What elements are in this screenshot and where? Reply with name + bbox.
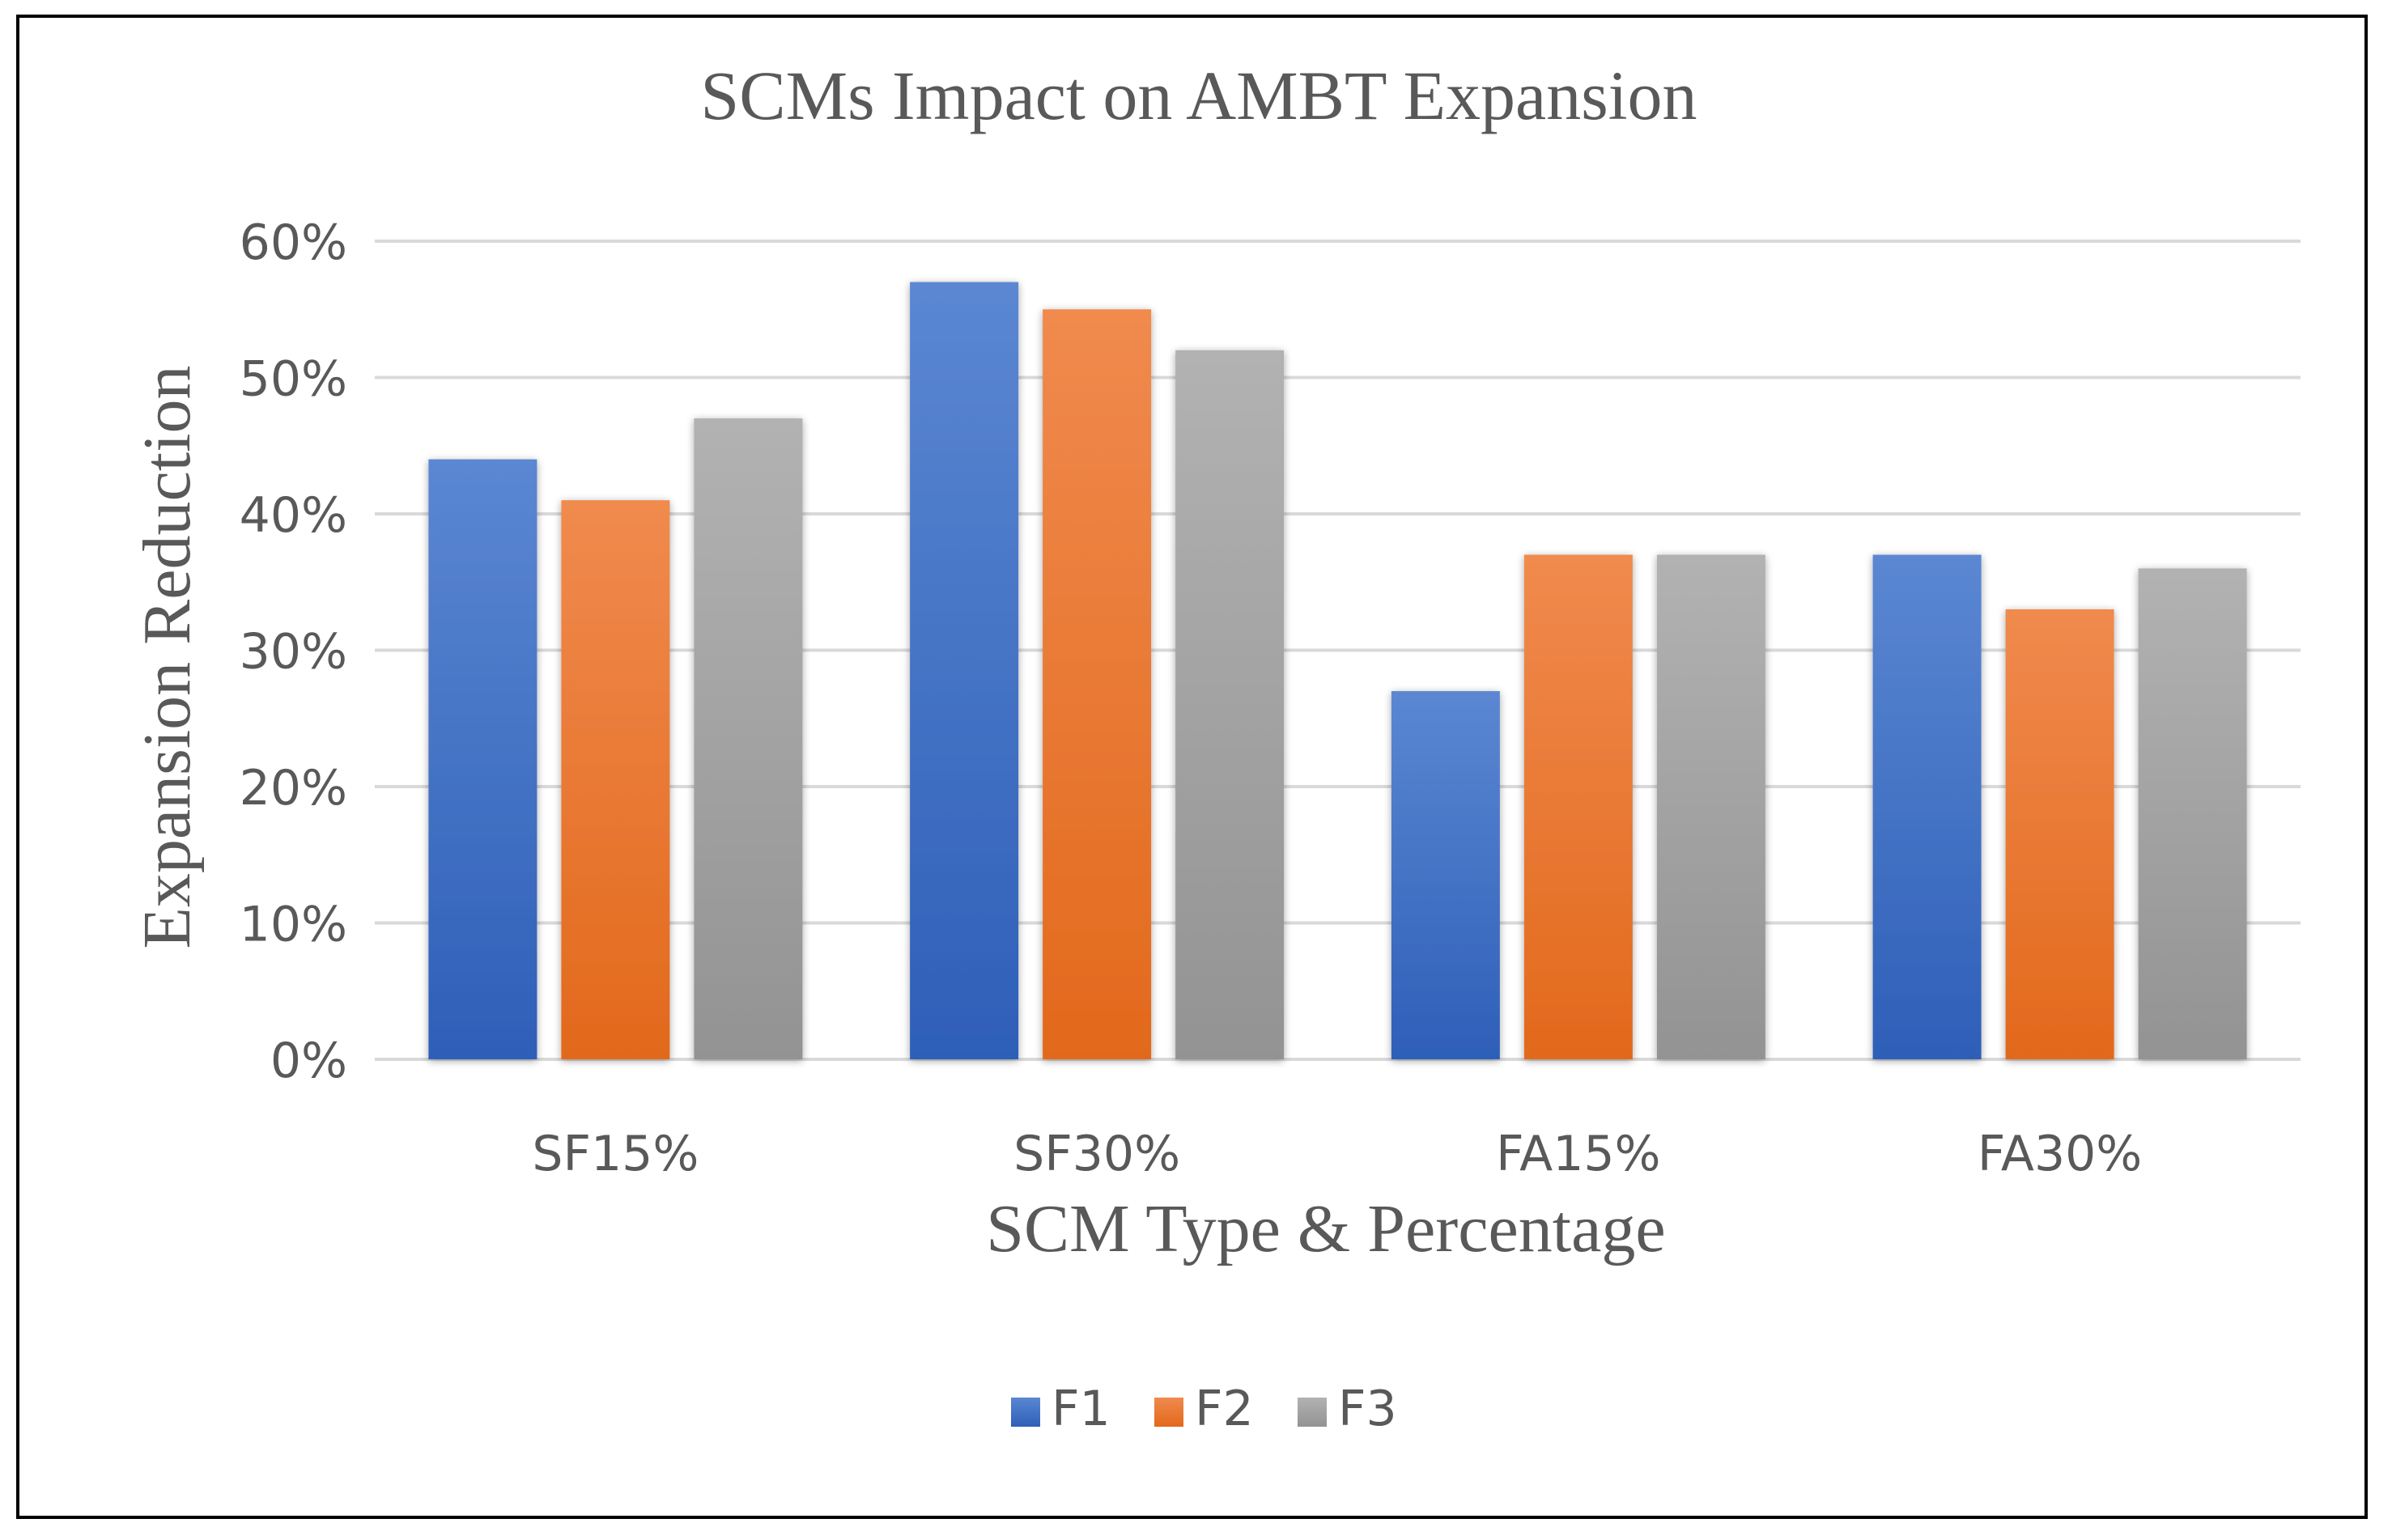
bars (428, 282, 2247, 1059)
legend-label-F3: F3 (1338, 1381, 1397, 1437)
bar-F1-FA30% (1872, 554, 1982, 1059)
bar-F3-FA30% (2138, 568, 2247, 1059)
chart-frame: SCMs Impact on AMBT Expansion 0% 10% 20% 30… (16, 15, 2368, 1519)
legend-swatch-F1 (1011, 1398, 1040, 1427)
bar-F2-FA30% (2005, 609, 2114, 1059)
legend-label-F2: F2 (1195, 1381, 1254, 1437)
x-tick-label: FA15% (1496, 1126, 1660, 1182)
bar-F1-SF30% (910, 282, 1019, 1059)
y-tick-label: 60% (240, 214, 347, 271)
bar-F1-SF15% (428, 459, 537, 1059)
bar-chart: SCMs Impact on AMBT Expansion 0% 10% 20% 30… (130, 57, 2301, 1437)
bar-F1-FA15% (1391, 691, 1500, 1059)
x-tick-label: SF15% (532, 1126, 699, 1182)
y-tick-label: 30% (240, 624, 347, 681)
bar-F2-SF30% (1043, 309, 1152, 1059)
x-tick-label: SF30% (1013, 1126, 1180, 1182)
bar-F3-FA15% (1656, 554, 1765, 1059)
legend-swatch-F3 (1298, 1398, 1327, 1427)
legend-swatch-F2 (1154, 1398, 1183, 1427)
legend: F1 F2 F3 (1011, 1381, 1397, 1437)
bar-F2-FA15% (1523, 554, 1633, 1059)
bar-F3-SF15% (694, 418, 803, 1059)
y-tick-label: 10% (240, 897, 347, 953)
x-axis-label: SCM Type & Percentage (986, 1191, 1665, 1266)
x-axis-ticks: SF15% SF30% FA15% FA30% (532, 1126, 2142, 1182)
bar-F2-SF15% (561, 500, 670, 1059)
y-tick-label: 0% (270, 1033, 347, 1089)
chart-title: SCMs Impact on AMBT Expansion (700, 57, 1697, 134)
y-tick-label: 20% (240, 760, 347, 817)
x-tick-label: FA30% (1978, 1126, 2142, 1182)
y-tick-label: 40% (240, 487, 347, 544)
y-tick-label: 50% (240, 351, 347, 408)
bar-F3-SF30% (1175, 350, 1285, 1059)
y-axis-label: Expansion Reduction (130, 366, 205, 949)
y-axis-ticks: 0% 10% 20% 30% 40% 50% 60% (240, 214, 347, 1089)
legend-label-F1: F1 (1052, 1381, 1111, 1437)
